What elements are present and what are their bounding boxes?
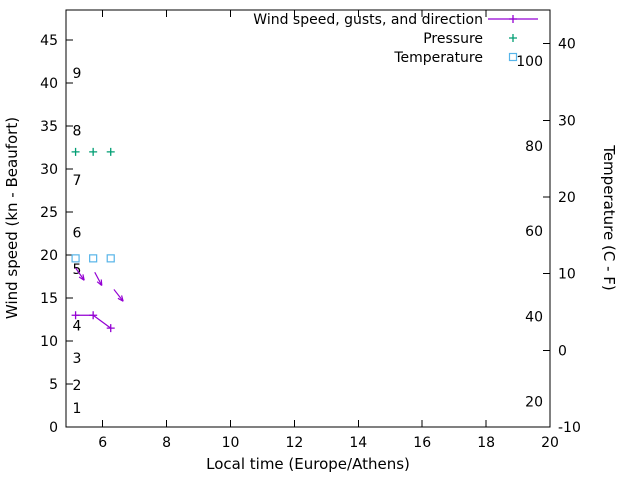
wind-point (106, 324, 115, 333)
gust-arrow-shaft (113, 289, 124, 302)
chart-dynamic-layer: 6 8 10 12 14 16 18 20051015202530354045-1001020… (40, 10, 581, 451)
legend-marker-pressure (509, 34, 517, 42)
beaufort-label: 7 (73, 173, 82, 189)
gust-arrow-head (100, 279, 103, 286)
y-left-tick-label: 40 (40, 76, 58, 92)
beaufort-label: 4 (73, 319, 82, 335)
y-right-tick-label: -10 (558, 420, 581, 436)
y-left-tick-label: 20 (40, 248, 58, 264)
y-left-tick-label: 0 (49, 420, 58, 436)
x-tick-label: 10 (222, 435, 240, 451)
y-left-tick-label: 25 (40, 205, 58, 221)
beaufort-label: 8 (73, 123, 82, 139)
x-tick-label: 16 (413, 435, 431, 451)
y-right-tick-label: 10 (558, 267, 576, 283)
y-left-tick-label: 45 (40, 33, 58, 49)
x-tick-label: 20 (541, 435, 559, 451)
gust-arrow-shaft (94, 271, 103, 286)
y-right-tick-label: 20 (558, 190, 576, 206)
x-tick-label: 8 (162, 435, 171, 451)
y-right-tick-label: 0 (558, 343, 567, 359)
gust-arrow-shaft (75, 267, 85, 281)
fahrenheit-label: 80 (525, 139, 543, 155)
wind-point (89, 311, 98, 320)
fahrenheit-label: 40 (525, 309, 543, 325)
y-right-tick-label: 40 (558, 37, 576, 53)
fahrenheit-label: 60 (525, 224, 543, 240)
x-axis-label: Local time (Europe/Athens) (206, 455, 410, 473)
y-left-tick-label: 5 (49, 377, 58, 393)
legend-label-pressure: Pressure (423, 31, 483, 47)
x-tick-label: 6 (98, 435, 107, 451)
pressure-point (89, 147, 98, 156)
beaufort-label: 6 (73, 226, 82, 242)
gust-arrow-head (121, 295, 124, 302)
x-tick-label: 12 (286, 435, 304, 451)
legend-marker-temperature (508, 52, 518, 62)
fahrenheit-label: 100 (516, 54, 543, 70)
legend-label-wind: Wind speed, gusts, and direction (253, 12, 483, 28)
x-tick-label: 14 (349, 435, 367, 451)
gust-arrow-head (78, 276, 85, 281)
gust-arrow-head (96, 281, 103, 286)
temperature-point (89, 254, 98, 263)
y-left-tick-label: 35 (40, 119, 58, 135)
beaufort-label: 3 (73, 351, 82, 367)
y-left-tick-label: 15 (40, 291, 58, 307)
pressure-point (106, 147, 115, 156)
temperature-point (71, 254, 80, 263)
wind-point (71, 311, 80, 320)
beaufort-label: 1 (73, 401, 82, 417)
x-tick-label: 18 (477, 435, 495, 451)
gust-arrow-head (117, 297, 124, 302)
y-right-tick-label: 30 (558, 113, 576, 129)
y-axis-label-left: Wind speed (kn - Beaufort) (3, 117, 21, 319)
legend-label-temperature: Temperature (393, 50, 483, 66)
gust-arrow-head (82, 274, 85, 281)
temperature-point (106, 254, 115, 263)
legend-marker-wind-point (509, 15, 517, 23)
plot-frame (65, 9, 551, 428)
y-axis-label-right: Temperature (C - F) (600, 144, 618, 291)
fahrenheit-label: 20 (525, 394, 543, 410)
beaufort-label: 9 (73, 66, 82, 82)
pressure-point (71, 147, 80, 156)
beaufort-label: 2 (73, 378, 82, 394)
y-left-tick-label: 10 (40, 334, 58, 350)
y-left-tick-label: 30 (40, 162, 58, 178)
